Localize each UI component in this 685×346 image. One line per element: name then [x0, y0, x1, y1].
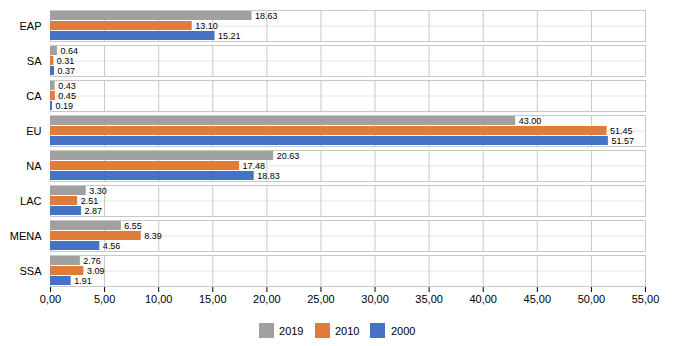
svg-text:SA: SA [27, 55, 42, 67]
svg-text:3.30: 3.30 [89, 186, 107, 196]
svg-text:EU: EU [26, 125, 41, 137]
svg-text:0.45: 0.45 [58, 91, 76, 101]
svg-text:13.10: 13.10 [195, 21, 218, 31]
svg-text:15.21: 15.21 [218, 31, 241, 41]
svg-text:10,00: 10,00 [145, 293, 173, 305]
svg-text:51.45: 51.45 [610, 126, 633, 136]
svg-text:6.55: 6.55 [124, 221, 142, 231]
svg-text:25,00: 25,00 [307, 293, 335, 305]
svg-text:55,00: 55,00 [632, 293, 660, 305]
svg-text:43.00: 43.00 [519, 116, 542, 126]
svg-text:18.83: 18.83 [257, 171, 280, 181]
svg-text:0,00: 0,00 [40, 293, 61, 305]
svg-text:EAP: EAP [19, 20, 41, 32]
svg-text:0.31: 0.31 [57, 56, 75, 66]
svg-text:3.09: 3.09 [87, 266, 105, 276]
svg-text:CA: CA [26, 90, 42, 102]
svg-text:51.57: 51.57 [611, 136, 634, 146]
svg-text:0.19: 0.19 [56, 101, 74, 111]
svg-text:17.48: 17.48 [243, 161, 266, 171]
svg-text:MENA: MENA [10, 230, 42, 242]
svg-text:20.63: 20.63 [277, 151, 300, 161]
svg-text:SSA: SSA [19, 265, 42, 277]
svg-text:2.51: 2.51 [81, 196, 99, 206]
svg-text:50,00: 50,00 [578, 293, 606, 305]
svg-text:0.64: 0.64 [60, 46, 78, 56]
svg-text:0.37: 0.37 [58, 66, 76, 76]
svg-text:0.43: 0.43 [58, 81, 76, 91]
svg-text:30,00: 30,00 [361, 293, 389, 305]
svg-text:1.91: 1.91 [74, 276, 92, 286]
svg-text:40,00: 40,00 [469, 293, 497, 305]
svg-text:LAC: LAC [20, 195, 41, 207]
svg-text:20,00: 20,00 [253, 293, 281, 305]
svg-text:8.39: 8.39 [144, 231, 162, 241]
svg-text:2.76: 2.76 [83, 256, 101, 266]
html-text:2010: 2010 [335, 324, 360, 337]
svg-text:18.63: 18.63 [255, 11, 278, 21]
svg-text:2.87: 2.87 [85, 206, 103, 216]
svg-text:35,00: 35,00 [415, 293, 443, 305]
svg-text:5,00: 5,00 [94, 293, 115, 305]
html-text:2019: 2019 [279, 324, 304, 337]
svg-text:15,00: 15,00 [199, 293, 227, 305]
svg-text:45,00: 45,00 [524, 293, 552, 305]
svg-text:4.56: 4.56 [103, 241, 121, 251]
html-text:2000: 2000 [391, 324, 416, 337]
svg-text:NA: NA [26, 160, 42, 172]
